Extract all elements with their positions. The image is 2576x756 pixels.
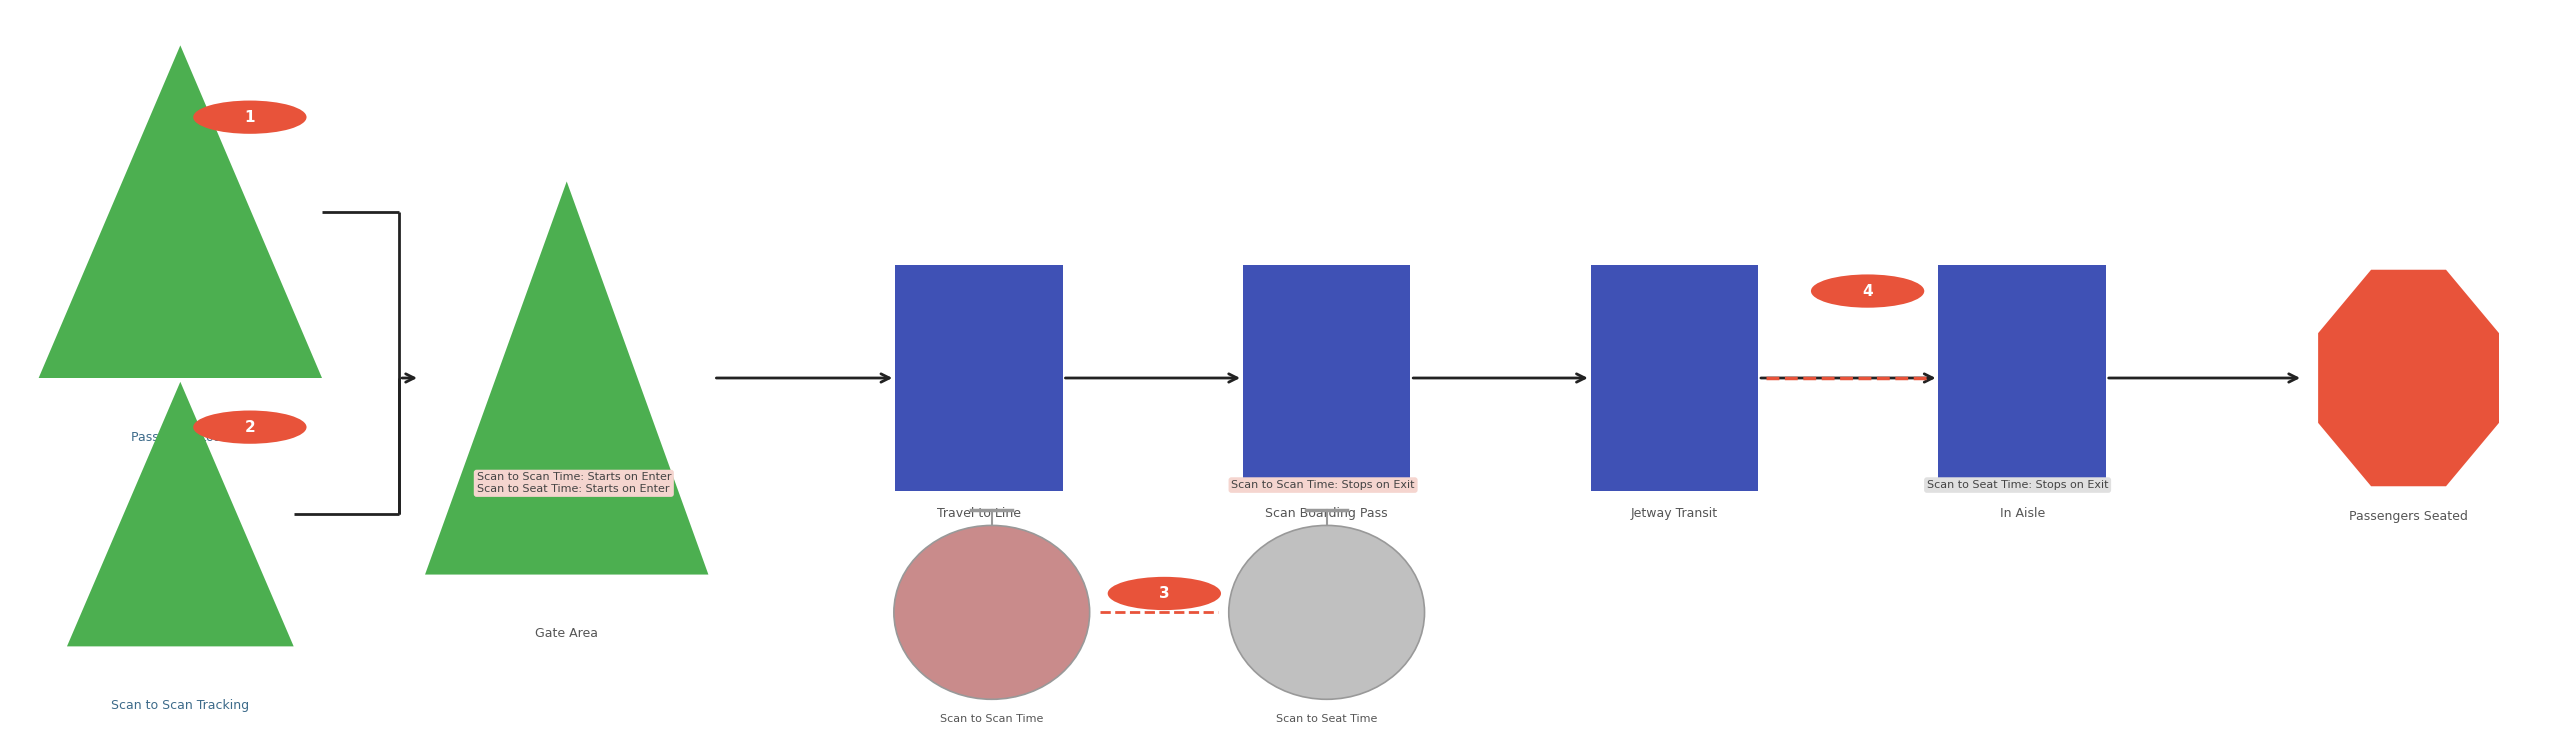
Ellipse shape: [894, 525, 1090, 699]
Text: Passenger Load: Passenger Load: [131, 431, 229, 444]
Text: 4: 4: [1862, 284, 1873, 299]
Polygon shape: [39, 45, 322, 378]
Text: Scan to Scan Time: Stops on Exit: Scan to Scan Time: Stops on Exit: [1231, 480, 1414, 490]
Text: Jetway Transit: Jetway Transit: [1631, 507, 1718, 519]
Circle shape: [1811, 274, 1924, 308]
Text: 2: 2: [245, 420, 255, 435]
Polygon shape: [2318, 270, 2499, 486]
Text: Scan Boarding Pass: Scan Boarding Pass: [1265, 507, 1388, 519]
Text: In Aisle: In Aisle: [1999, 507, 2045, 519]
FancyBboxPatch shape: [1937, 265, 2107, 491]
Text: Scan to Seat Time: Stops on Exit: Scan to Seat Time: Stops on Exit: [1927, 480, 2107, 490]
Text: Scan to Scan Time: Starts on Enter
Scan to Seat Time: Starts on Enter: Scan to Scan Time: Starts on Enter Scan …: [477, 472, 672, 494]
Circle shape: [1108, 577, 1221, 610]
Text: Passengers Seated: Passengers Seated: [2349, 510, 2468, 523]
FancyBboxPatch shape: [1589, 265, 1759, 491]
Text: Travel to Line: Travel to Line: [938, 507, 1020, 519]
Polygon shape: [425, 181, 708, 575]
Text: 1: 1: [245, 110, 255, 125]
Circle shape: [193, 411, 307, 444]
Text: Scan to Seat Time: Scan to Seat Time: [1275, 714, 1378, 724]
Text: Scan to Scan Tracking: Scan to Scan Tracking: [111, 699, 250, 712]
Text: Gate Area: Gate Area: [536, 627, 598, 640]
Circle shape: [193, 101, 307, 134]
Ellipse shape: [1229, 525, 1425, 699]
Text: 3: 3: [1159, 586, 1170, 601]
FancyBboxPatch shape: [896, 265, 1064, 491]
Polygon shape: [67, 382, 294, 646]
Text: Scan to Scan Time: Scan to Scan Time: [940, 714, 1043, 724]
FancyBboxPatch shape: [1242, 265, 1412, 491]
